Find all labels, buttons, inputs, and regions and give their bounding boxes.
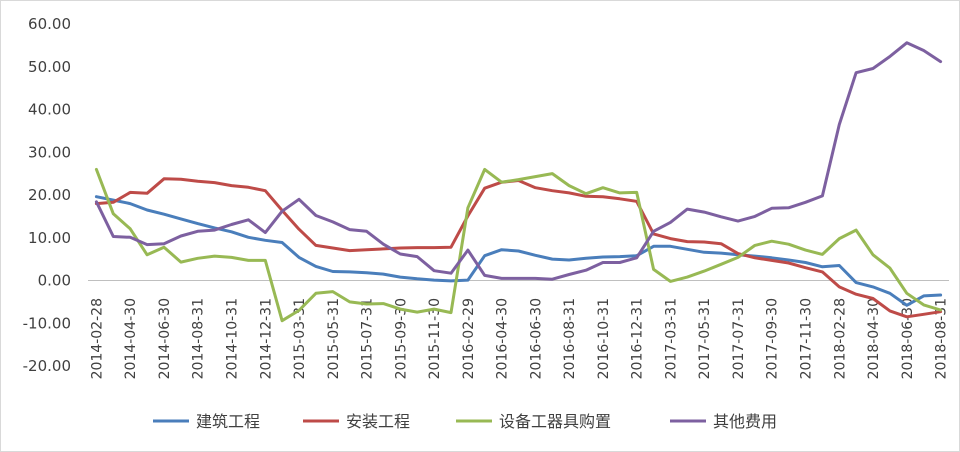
series-line-1	[94, 195, 943, 307]
y-tick-label: 40.00	[28, 101, 71, 119]
x-axis: 2014-02-28 2014-04-30 2014-06-30 2014-08-31…	[88, 280, 950, 379]
legend-label: 设备工器具购置	[499, 412, 611, 431]
y-tick-label: 20.00	[28, 186, 71, 204]
x-tick-label: 2014-10-31	[225, 298, 241, 379]
x-tick-label: 2017-07-31	[731, 298, 747, 379]
y-tick-label: 30.00	[28, 143, 71, 161]
x-tick-label: 2016-10-31	[596, 298, 612, 379]
y-tick-label: 60.00	[28, 15, 71, 33]
x-tick-label: 2016-12-31	[630, 298, 646, 379]
y-tick-label: 50.00	[28, 58, 71, 76]
x-tick-label: 2016-04-30	[495, 298, 511, 379]
y-tick-label: -20.00	[23, 357, 71, 375]
x-tick-label: 2018-04-30	[866, 298, 882, 379]
x-tick-label: 2016-02-29	[461, 298, 477, 379]
x-tick-label: 2015-11-30	[427, 298, 443, 379]
x-tick-label: 2018-08-31	[934, 298, 950, 379]
x-tick-label: 2018-06-30	[900, 298, 916, 379]
x-tick-label: 2015-05-31	[326, 298, 342, 379]
y-tick-label: 10.00	[28, 229, 71, 247]
series-line-4	[94, 41, 943, 281]
series-layer	[94, 41, 943, 323]
y-tick-label: 0.00	[38, 272, 71, 290]
x-tick-label: 2014-12-31	[258, 298, 274, 379]
legend: 建筑工程 安装工程 设备工器具购置 其他费用	[153, 412, 777, 431]
x-tick-label: 2014-02-28	[89, 298, 105, 379]
x-tick-label: 2014-04-30	[123, 298, 139, 379]
legend-label: 安装工程	[346, 412, 410, 431]
x-tick-label: 2014-08-31	[191, 298, 207, 379]
x-tick-label: 2017-05-31	[697, 298, 713, 379]
y-tick-label: -10.00	[23, 314, 71, 332]
legend-label: 其他费用	[713, 412, 777, 431]
legend-label: 建筑工程	[196, 412, 260, 431]
x-tick-label: 2017-03-31	[663, 298, 679, 379]
x-tick-label: 2016-08-31	[562, 298, 578, 379]
x-tick-label: 2015-03-31	[292, 298, 308, 379]
x-tick-label: 2017-09-30	[765, 298, 781, 379]
x-tick-label: 2015-09-30	[393, 298, 409, 379]
x-tick-label: 2016-06-30	[528, 298, 544, 379]
y-axis-labels: -20.00 -10.00 0.00 10.00 20.00 30.00 40.00 50.0…	[23, 15, 71, 375]
x-tick-label: 2014-06-30	[157, 298, 173, 379]
series-line-3	[94, 167, 943, 323]
x-tick-label: 2017-11-30	[799, 298, 815, 379]
x-tick-label: 2018-02-28	[832, 298, 848, 379]
x-tick-label: 2015-07-31	[360, 298, 376, 379]
